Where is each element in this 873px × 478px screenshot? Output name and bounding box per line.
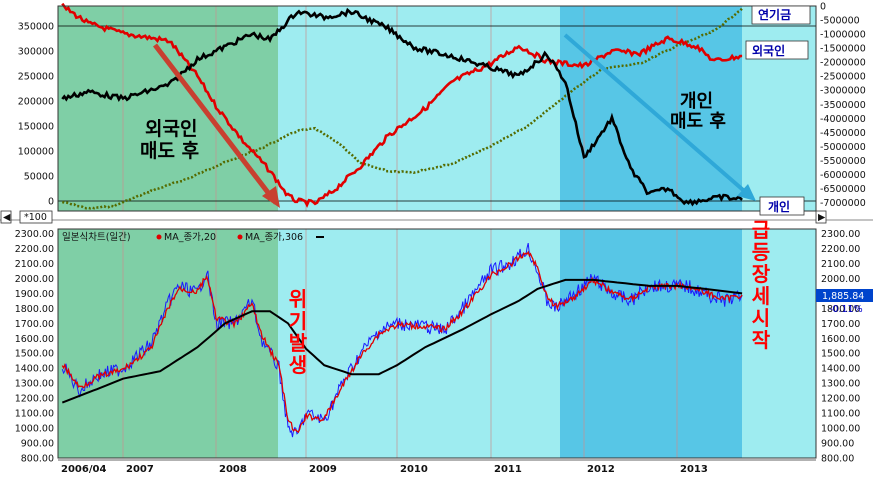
x-tick-label: 2006/04 bbox=[61, 464, 106, 475]
left-y-tick: 250000 bbox=[18, 72, 54, 83]
top-series-1 bbox=[61, 2, 743, 208]
svg-text:▶: ▶ bbox=[818, 212, 826, 223]
top-series-0 bbox=[61, 7, 744, 210]
right-y-tick: -3000000 bbox=[820, 86, 866, 97]
ma306-legend-swatch bbox=[237, 234, 243, 240]
x-tick-label: 2013 bbox=[680, 464, 708, 475]
top-series-2 bbox=[61, 7, 743, 207]
bottom-right-y-tick: 1300.00 bbox=[821, 379, 860, 390]
right-y-tick: -7000000 bbox=[820, 198, 866, 209]
right-y-tick: -5000000 bbox=[820, 142, 866, 153]
left-y-tick: 300000 bbox=[18, 47, 54, 58]
bottom-left-y-tick: 1700.00 bbox=[15, 319, 54, 330]
right-y-tick: -2000000 bbox=[820, 58, 866, 69]
shade-foreign-selling-bottom bbox=[58, 229, 278, 458]
individual-selling-note-line1: 개인 bbox=[680, 91, 713, 112]
bottom-right-y-tick: 2200.00 bbox=[821, 244, 860, 255]
bottom-series-1 bbox=[61, 250, 743, 434]
individual-selling-note-line2: 매도 후 bbox=[670, 111, 726, 132]
last-change: -0.11% bbox=[829, 304, 863, 315]
left-y-tick: 50000 bbox=[24, 172, 54, 183]
bottom-left-y-tick: 1600.00 bbox=[15, 334, 54, 345]
foreign-label-box bbox=[745, 40, 809, 60]
ma306-legend-label: MA_종가,306 bbox=[245, 232, 303, 243]
bottom-right-y-tick: 900.00 bbox=[821, 439, 854, 450]
x-tick-label: 2009 bbox=[309, 464, 337, 475]
right-y-tick: -500000 bbox=[820, 16, 860, 27]
bottom-right-y-tick: 1800.00 bbox=[821, 304, 860, 315]
individual-label: 개인 bbox=[768, 199, 790, 214]
bottom-left-y-tick: 2000.00 bbox=[15, 274, 54, 285]
shade-individual-selling-bottom bbox=[560, 229, 742, 458]
bottom-right-y-tick: 2100.00 bbox=[821, 259, 860, 270]
bottom-right-y-tick: 1700.00 bbox=[821, 319, 860, 330]
bottom-right-y-tick: 1400.00 bbox=[821, 364, 860, 375]
left-y-tick: 0 bbox=[48, 197, 54, 208]
x-tick-label: 2010 bbox=[400, 464, 428, 475]
last-value: 1,885.84 bbox=[822, 291, 864, 302]
individual-label-box bbox=[759, 196, 805, 216]
foreign-label: 외국인 bbox=[752, 43, 785, 58]
bottom-chart-title: 일본식차트(일간) bbox=[62, 231, 131, 243]
foreign-selling-arrow bbox=[153, 43, 278, 205]
svg-text:◀: ◀ bbox=[3, 212, 11, 223]
right-y-tick: -1000000 bbox=[820, 30, 866, 41]
right-y-tick: -3500000 bbox=[820, 100, 866, 111]
bottom-left-y-tick: 1000.00 bbox=[15, 424, 54, 435]
right-y-tick: -5500000 bbox=[820, 156, 866, 167]
x-tick-label: 2012 bbox=[587, 464, 615, 475]
bottom-left-y-tick: 1400.00 bbox=[15, 364, 54, 375]
ma20-legend-label: MA_종가,20 bbox=[164, 232, 216, 243]
bottom-series-2 bbox=[61, 278, 743, 404]
left-y-tick: 200000 bbox=[18, 97, 54, 108]
foreign-selling-note-line1: 외국인 bbox=[145, 118, 197, 140]
bottom-left-y-tick: 2100.00 bbox=[15, 259, 54, 270]
ma20-legend-swatch bbox=[156, 234, 162, 240]
bottom-right-y-tick: 1100.00 bbox=[821, 409, 860, 420]
bottom-left-y-tick: 1300.00 bbox=[15, 379, 54, 390]
right-y-tick: -6000000 bbox=[820, 170, 866, 181]
left-y-tick: 100000 bbox=[18, 147, 54, 158]
individual-selling-arrow bbox=[563, 33, 752, 198]
right-y-tick: -6500000 bbox=[820, 184, 866, 195]
right-y-tick: -2500000 bbox=[820, 72, 866, 83]
bottom-right-y-tick: 2300.00 bbox=[821, 229, 860, 240]
right-y-tick: 0 bbox=[820, 2, 826, 13]
bottom-left-y-tick: 2300.00 bbox=[15, 229, 54, 240]
bottom-left-y-tick: 900.00 bbox=[21, 439, 54, 450]
bottom-right-y-tick: 1200.00 bbox=[821, 394, 860, 405]
bottom-left-y-tick: 1900.00 bbox=[15, 289, 54, 300]
scale-note: *100 bbox=[24, 212, 47, 223]
x-tick-label: 2007 bbox=[126, 464, 154, 475]
x-tick-label: 2008 bbox=[219, 464, 247, 475]
bottom-right-y-tick: 2000.00 bbox=[821, 274, 860, 285]
bottom-right-y-tick: 1500.00 bbox=[821, 349, 860, 360]
pension-label: 연기금 bbox=[758, 7, 791, 22]
bottom-right-y-tick: 1600.00 bbox=[821, 334, 860, 345]
left-y-tick: 350000 bbox=[18, 22, 54, 33]
bottom-left-y-tick: 800.00 bbox=[21, 454, 54, 465]
bottom-left-y-tick: 2200.00 bbox=[15, 244, 54, 255]
bottom-left-y-tick: 1500.00 bbox=[15, 349, 54, 360]
right-y-tick: -4000000 bbox=[820, 114, 866, 125]
last-value-box bbox=[816, 289, 873, 302]
bottom-left-y-tick: 1800.00 bbox=[15, 304, 54, 315]
bottom-left-y-tick: 1200.00 bbox=[15, 394, 54, 405]
pension-label-box bbox=[751, 5, 811, 25]
left-y-tick: 150000 bbox=[18, 122, 54, 133]
right-y-tick: -1500000 bbox=[820, 44, 866, 55]
x-tick-label: 2011 bbox=[494, 464, 522, 475]
bottom-left-y-tick: 1100.00 bbox=[15, 409, 54, 420]
right-y-tick: -4500000 bbox=[820, 128, 866, 139]
bottom-right-y-tick: 1000.00 bbox=[821, 424, 860, 435]
bottom-series-0 bbox=[61, 242, 743, 438]
foreign-selling-note-line2: 매도 후 bbox=[140, 140, 199, 162]
bottom-right-y-tick: 800.00 bbox=[821, 454, 854, 465]
